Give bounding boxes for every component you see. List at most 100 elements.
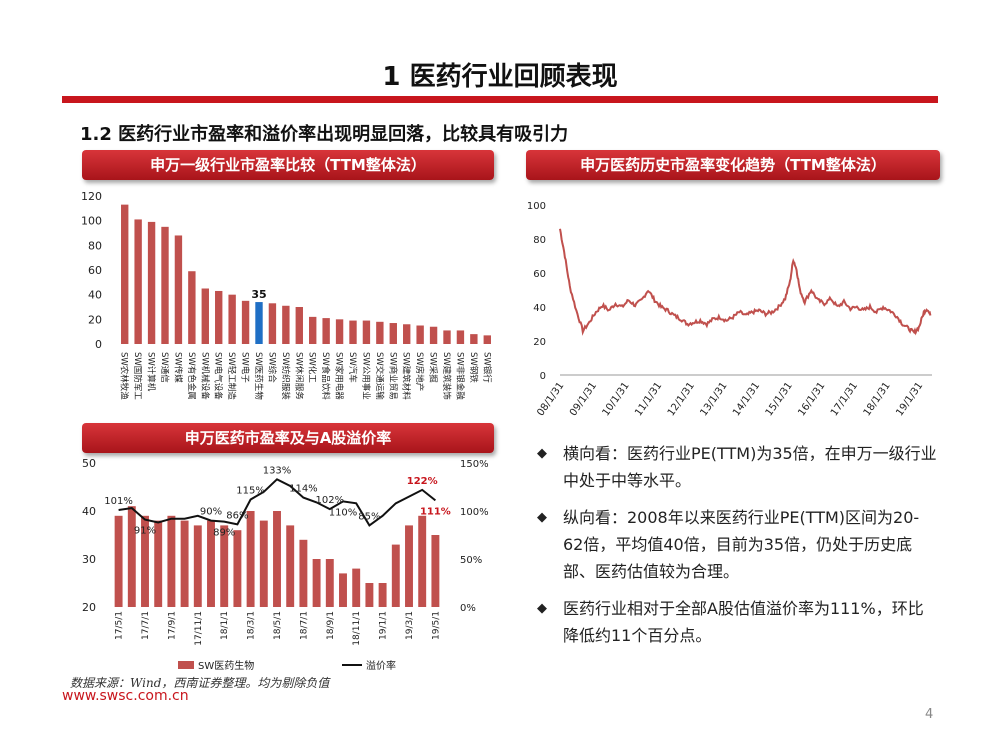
pe-series-line	[559, 228, 932, 336]
bar-mark	[325, 559, 334, 607]
bar-mark	[286, 525, 295, 607]
bullet-text: 医药行业相对于全部A股估值溢价率为111%，环比降低约11个百分点。	[563, 599, 924, 645]
bar-mark	[188, 271, 196, 344]
x-tick-label: 18/3/1	[247, 611, 257, 640]
bullet-item: ◆ 医药行业相对于全部A股估值溢价率为111%，环比降低约11个百分点。	[537, 595, 937, 649]
diamond-bullet-icon: ◆	[537, 446, 547, 461]
y-tick-label: 20	[533, 337, 546, 348]
section-subtitle: 1.2 医药行业市盈率和溢价率出现明显回落，比较具有吸引力	[80, 124, 569, 145]
x-tick-label: SW休闲服务	[293, 352, 304, 400]
bar-mark	[418, 515, 427, 607]
bar-mark	[174, 235, 183, 344]
bar-mark	[255, 302, 263, 344]
x-tick-label: SW计算机	[146, 352, 157, 392]
y-tick-label: 60	[533, 269, 546, 280]
x-tick-label: 17/1/31	[829, 380, 860, 418]
bar-mark	[161, 226, 169, 344]
bar-mark	[312, 559, 321, 607]
bar-mark	[431, 535, 440, 607]
x-tick-label: 11/1/31	[633, 380, 664, 418]
x-tick-label: 18/11/1	[352, 611, 362, 646]
premium-data-label: 111%	[420, 506, 451, 517]
diamond-bullet-icon: ◆	[537, 510, 547, 525]
y-tick-label: 100	[527, 201, 546, 212]
website-link[interactable]: www.swsc.com.cn	[62, 688, 189, 704]
bar-mark	[416, 325, 424, 344]
x-tick-label: 19/1/31	[894, 380, 925, 418]
right-y-tick-label: 150%	[460, 459, 489, 470]
x-tick-label: SW化工	[307, 352, 318, 383]
premium-data-label: 89%	[213, 528, 235, 539]
industry-pe-bar-chart: 120 100 80 60 40 20 0 SW农林牧渔 SW国防军工 SW计算机 SW通信 SW传媒…	[81, 190, 492, 400]
bullet-item: ◆ 纵向看：2008年以来医药行业PE(TTM)区间为20-62倍，平均值40倍…	[537, 504, 937, 585]
bar-mark	[391, 544, 400, 607]
premium-data-label: 85%	[358, 511, 380, 522]
premium-data-label: 114%	[289, 484, 318, 495]
x-tick-label: 18/1/31	[862, 380, 893, 418]
bar-mark	[456, 330, 465, 344]
bar-mark	[362, 320, 371, 344]
premium-data-label: 115%	[236, 485, 265, 496]
premium-data-label: 86%	[226, 510, 248, 521]
bullet-item: ◆ 横向看：医药行业PE(TTM)为35倍，在申万一级行业中处于中等水平。	[537, 440, 937, 494]
x-tick-label: SW汽车	[347, 352, 358, 383]
bar-mark	[443, 330, 451, 344]
bullet-list: ◆ 横向看：医药行业PE(TTM)为35倍，在申万一级行业中处于中等水平。 ◆ …	[537, 440, 937, 659]
y-tick-label: 120	[81, 190, 102, 203]
x-tick-label: SW综合	[266, 352, 277, 383]
chart2-heading: 申万医药历史市盈率变化趋势（TTM整体法）	[526, 150, 940, 180]
bar-mark	[322, 318, 330, 344]
bar-mark	[470, 334, 478, 344]
bar-mark	[141, 515, 149, 607]
chart1-heading: 申万一级行业市盈率比较（TTM整体法）	[82, 150, 494, 180]
x-tick-label: SW钢铁	[468, 352, 479, 383]
bar-mark	[220, 525, 229, 607]
x-tick-label: SW建筑装饰	[441, 352, 452, 400]
premium-data-label: 90%	[200, 507, 222, 518]
x-tick-label: 19/5/1	[431, 611, 441, 640]
premium-data-label: 91%	[134, 526, 156, 537]
x-tick-label: 19/1/1	[379, 611, 389, 640]
premium-data-label: 110%	[329, 507, 358, 518]
x-tick-label: SW家用电器	[334, 352, 345, 400]
bar-mark	[405, 525, 413, 607]
x-tick-label: SW通信	[159, 352, 170, 383]
right-y-tick-label: 50%	[460, 555, 482, 566]
bar-mark	[349, 320, 357, 344]
x-tick-label: 18/9/1	[326, 611, 336, 640]
x-tick-label: SW机械设备	[199, 352, 210, 400]
bar-mark	[147, 221, 156, 344]
left-y-tick-label: 40	[82, 505, 96, 518]
legend-bar-label: SW医药生物	[198, 659, 254, 672]
pe-premium-combo-chart: 50 40 30 20 150% 100% 50% 0% 101% 91% 90% 89% 86% 115…	[82, 457, 489, 672]
x-tick-label: SW国防军工	[132, 352, 143, 400]
y-tick-label: 40	[88, 289, 102, 302]
x-tick-label: 18/7/1	[299, 611, 309, 640]
x-tick-label: SW纺织服装	[280, 352, 291, 400]
x-tick-label: SW农林牧渔	[119, 352, 130, 400]
historical-pe-line-chart: 100 80 60 40 20 008/1/31 09/1/31 10/1/31 11/1/31…	[527, 201, 932, 418]
x-tick-label: SW传媒	[172, 352, 183, 383]
bar-mark	[309, 316, 317, 344]
left-y-tick-label: 20	[82, 601, 96, 614]
bar-mark	[365, 583, 374, 607]
x-tick-label: SW电气设备	[213, 352, 224, 400]
x-tick-label: 17/7/1	[141, 611, 151, 640]
bar-mark	[403, 324, 411, 344]
left-y-tick-label: 30	[82, 553, 96, 566]
x-tick-label: SW公用事业	[360, 352, 371, 400]
x-tick-label: SW交通运输	[374, 352, 385, 400]
x-tick-label: 14/1/31	[731, 380, 762, 418]
x-tick-label: 12/1/31	[666, 380, 697, 418]
x-tick-label: 17/11/1	[194, 611, 204, 646]
page-number: 4	[925, 707, 934, 722]
bar-mark	[154, 520, 163, 607]
bar-mark	[295, 307, 303, 344]
bar-mark	[389, 323, 397, 344]
x-tick-label: 10/1/31	[601, 380, 632, 418]
x-tick-label: 19/3/1	[405, 611, 415, 640]
x-tick-label: SW银行	[481, 352, 492, 383]
x-tick-label: SW医药生物	[253, 352, 264, 400]
bar-mark	[376, 321, 384, 344]
premium-series-line	[118, 478, 437, 527]
